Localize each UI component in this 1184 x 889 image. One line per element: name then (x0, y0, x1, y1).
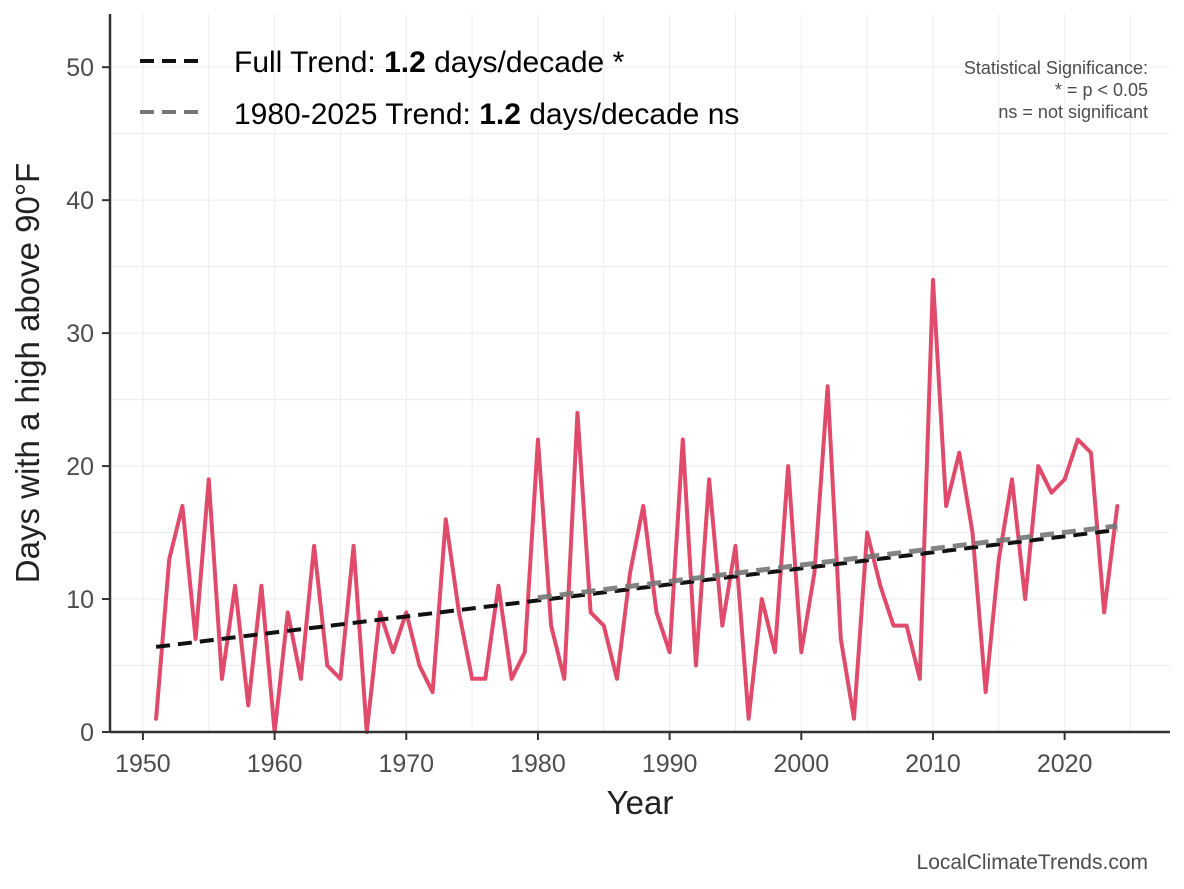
legend-label-recent-trend: 1980-2025 Trend: 1.2 days/decade ns (234, 98, 739, 131)
ticks: 0 10 20 30 40 50 1950 1960 1970 1980 1990 2000 2010 2… (66, 54, 1092, 778)
x-tick-label: 2010 (905, 750, 961, 778)
y-tick-label: 10 (66, 586, 94, 614)
axes (108, 14, 1170, 734)
legend-recent-trend-value: 1.2 (479, 98, 521, 131)
legend-item-recent-trend: 1980-2025 Trend: 1.2 days/decade ns (140, 98, 739, 131)
legend-label-full-trend: Full Trend: 1.2 days/decade * (234, 46, 625, 79)
y-tick-label: 40 (66, 187, 94, 215)
legend-full-trend-value: 1.2 (384, 46, 426, 79)
y-tick-label: 20 (66, 453, 94, 481)
observed-series-line (154, 277, 1120, 734)
significance-title: Statistical Significance: (964, 58, 1148, 78)
legend-full-trend-prefix: Full Trend: (234, 46, 384, 79)
y-tick-label: 50 (66, 54, 94, 82)
significance-ns-meaning: ns = not significant (998, 102, 1148, 122)
x-axis-title: Year (607, 784, 674, 821)
legend: Full Trend: 1.2 days/decade * 1980-2025 … (140, 46, 739, 131)
full-trend-line (155, 527, 1118, 649)
recent-trend-line (537, 523, 1118, 601)
x-tick-label: 1980 (510, 750, 566, 778)
legend-recent-trend-suffix: days/decade ns (521, 98, 739, 131)
plot-area (154, 277, 1120, 734)
significance-star-meaning: * = p < 0.05 (1055, 80, 1148, 100)
x-tick-label: 2020 (1037, 750, 1093, 778)
legend-item-full-trend: Full Trend: 1.2 days/decade * (140, 46, 625, 79)
legend-full-trend-suffix: days/decade * (426, 46, 625, 79)
significance-note: Statistical Significance: * = p < 0.05 n… (964, 58, 1148, 122)
x-tick-label: 1950 (115, 750, 171, 778)
y-tick-label: 30 (66, 320, 94, 348)
x-tick-label: 1960 (247, 750, 303, 778)
legend-recent-trend-prefix: 1980-2025 Trend: (234, 98, 479, 131)
grid (110, 14, 1170, 733)
x-tick-label: 1970 (378, 750, 434, 778)
y-tick-label: 0 (80, 719, 94, 747)
source-credit: LocalClimateTrends.com (917, 851, 1148, 874)
y-axis-title: Days with a high above 90°F (9, 163, 46, 583)
x-tick-label: 1990 (642, 750, 698, 778)
x-tick-label: 2000 (773, 750, 829, 778)
